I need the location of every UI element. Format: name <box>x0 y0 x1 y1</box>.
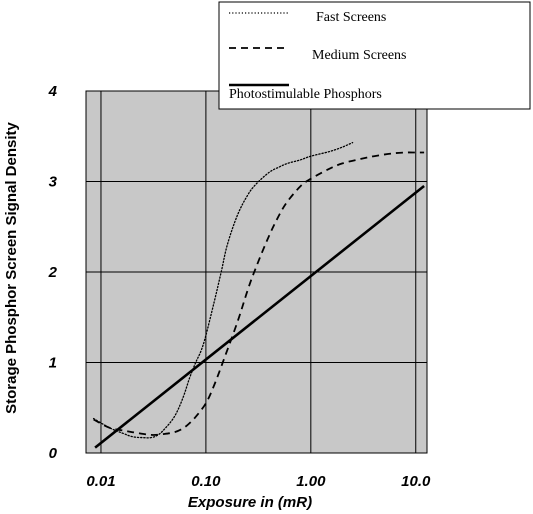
x-tick-label: 0.01 <box>86 473 115 490</box>
y-tick-label: 1 <box>49 355 57 372</box>
x-tick-label: 0.10 <box>191 473 221 490</box>
series-line-medium-screens <box>93 151 425 436</box>
series-line-photostimulable-phosphors <box>94 184 425 449</box>
x-tick-labels: 0.01 0.10 1.00 10.0 <box>86 473 431 490</box>
legend-label: Fast Screens <box>316 10 386 25</box>
y-tick-label: 2 <box>48 264 58 281</box>
legend: Fast Screens Medium Screens Photostimulabl… <box>218 1 531 110</box>
x-axis-title: Exposure in (mR) <box>188 494 312 511</box>
y-tick-label: 3 <box>49 174 58 191</box>
x-tick-label: 10.0 <box>401 473 431 490</box>
series-line-fast-screens <box>92 141 354 439</box>
legend-label: Medium Screens <box>312 48 406 63</box>
series-lines <box>92 141 425 449</box>
y-axis-title: Storage Phosphor Screen Signal Density <box>3 121 20 413</box>
x-tick-label: 1.00 <box>296 473 326 490</box>
y-tick-labels: 0 1 2 3 4 <box>48 83 58 462</box>
gridlines <box>86 91 427 453</box>
legend-box <box>218 1 531 110</box>
y-tick-label: 4 <box>48 83 58 100</box>
y-tick-label: 0 <box>49 445 58 462</box>
legend-label: Photostimulable Phosphors <box>229 87 382 102</box>
